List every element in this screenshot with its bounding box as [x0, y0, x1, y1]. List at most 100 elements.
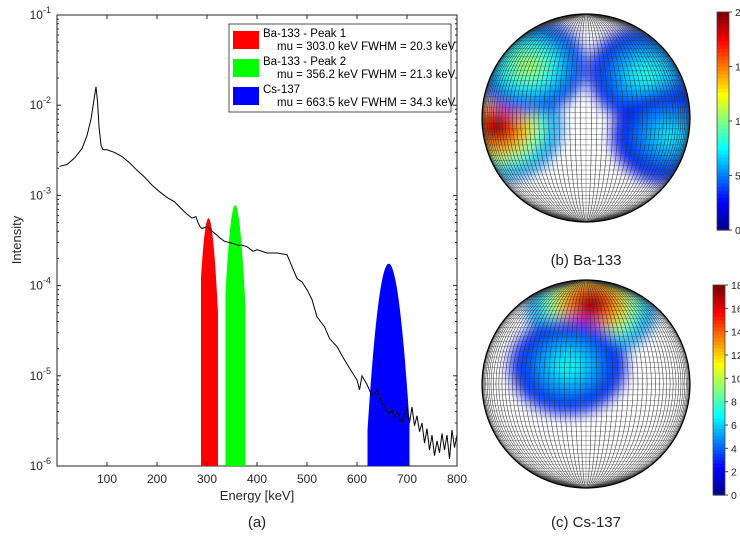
colorbar-step	[717, 168, 729, 173]
colorbar-step	[713, 299, 725, 304]
colorbar-step	[713, 418, 725, 423]
colorbar-tick-label: 5	[735, 171, 740, 183]
colorbar-tick-label: 12	[731, 350, 740, 362]
colorbar-step	[717, 77, 729, 82]
colorbar-step	[713, 456, 725, 461]
colorbar-tick-label: 15	[735, 62, 740, 74]
colorbar-step	[713, 474, 725, 479]
y-tick-label: 10-3	[30, 185, 51, 202]
y-tick-label: 10-6	[30, 456, 51, 473]
colorbar-step	[717, 142, 729, 148]
sphere-outline	[481, 13, 691, 223]
colorbar-tick-label: 4	[731, 443, 737, 455]
legend-label-1: Ba-133 - Peak 1	[263, 28, 346, 40]
colorbar-step	[713, 488, 725, 493]
colorbar-step	[713, 372, 725, 377]
colorbar-step	[713, 393, 725, 398]
colorbar-step	[717, 164, 729, 169]
colorbar-step	[717, 70, 729, 75]
colorbar-step	[717, 91, 729, 97]
spectrum-line	[59, 86, 458, 459]
colorbar-step	[717, 88, 729, 93]
colorbar-tick-label: 10	[735, 116, 740, 128]
colorbar-step	[717, 12, 729, 17]
ba133-colorbar: 0 5 10 15 20	[716, 7, 740, 237]
colorbar-step	[717, 33, 729, 39]
legend-swatch-3	[233, 87, 259, 105]
colorbar-step	[713, 463, 725, 468]
colorbar-step	[713, 358, 725, 363]
colorbar-step	[717, 200, 729, 206]
colorbar-step	[713, 341, 725, 346]
colorbar-step	[713, 376, 725, 381]
colorbar-step	[713, 400, 725, 405]
colorbar-step	[717, 197, 729, 202]
colorbar-step	[717, 190, 729, 195]
colorbar-step	[713, 288, 725, 293]
colorbar-step	[713, 379, 725, 384]
colorbar-step	[713, 320, 725, 325]
x-tick-label: 500	[297, 472, 317, 486]
colorbar-step	[717, 113, 729, 118]
colorbar-step	[713, 295, 725, 300]
colorbar-step	[717, 44, 729, 49]
colorbar-step	[713, 449, 725, 454]
legend-swatch-2	[233, 59, 259, 77]
colorbar-step	[717, 135, 729, 140]
colorbar-step	[717, 73, 729, 78]
colorbar-tick-label: 0	[731, 490, 737, 502]
colorbar-step	[717, 37, 729, 42]
y-axis-label: Intensity	[9, 215, 24, 264]
colorbar-step	[713, 446, 725, 451]
colorbar-step	[717, 139, 729, 144]
colorbar-step	[717, 121, 729, 126]
colorbar-step	[713, 285, 725, 290]
colorbar-step	[717, 55, 729, 60]
colorbar-step	[717, 175, 729, 180]
colorbar-step	[717, 219, 729, 224]
x-tick-label: 300	[197, 472, 217, 486]
colorbar-step	[717, 59, 729, 64]
x-tick-label: 700	[397, 472, 417, 486]
colorbar-tick-label: 8	[731, 397, 737, 409]
colorbar-step	[713, 369, 725, 374]
heat-blob	[558, 357, 578, 374]
colorbar-step	[717, 41, 729, 46]
cs137-colorbar: 0 2 4 6 8 10 12 14 16 18	[712, 280, 740, 502]
colorbar-step	[717, 171, 729, 177]
colorbar-step	[713, 362, 725, 367]
caption-b: (b) Ba-133	[551, 252, 622, 269]
colorbar-step	[717, 211, 729, 217]
colorbar-step	[717, 153, 729, 158]
colorbar-step	[713, 432, 725, 437]
colorbar-step	[713, 365, 725, 370]
colorbar-step	[717, 160, 729, 166]
colorbar-step	[717, 208, 729, 213]
x-tick-label: 800	[447, 472, 467, 486]
colorbar-step	[717, 19, 729, 24]
legend: Ba-133 - Peak 1mu = 303.0 keV FWHM = 20.…	[228, 23, 456, 113]
caption-a: (a)	[248, 514, 266, 531]
colorbar-step	[713, 355, 725, 360]
colorbar-step	[713, 453, 725, 458]
colorbar-step	[713, 348, 725, 353]
ba133-sphere-map	[481, 13, 691, 223]
caption-c: (c) Cs-137	[551, 514, 621, 531]
colorbar-step	[713, 302, 725, 307]
peak-fill-2	[225, 205, 246, 466]
colorbar-step	[717, 30, 729, 35]
colorbar-step	[717, 84, 729, 89]
colorbar-frame	[712, 284, 726, 496]
y-tick-label: 10-5	[30, 366, 51, 383]
colorbar-step	[717, 157, 729, 162]
colorbar-step	[717, 15, 729, 20]
sphere-outline	[481, 279, 691, 489]
x-tick-label: 200	[147, 472, 167, 486]
y-tick-label: 10-2	[30, 95, 51, 112]
colorbar-tick-label: 10	[731, 373, 740, 385]
cs137-sphere-map	[481, 279, 691, 489]
colorbar-step	[713, 407, 725, 412]
colorbar-step	[717, 131, 729, 137]
legend-detail-1: mu = 303.0 keV FWHM = 20.3 keV	[277, 41, 456, 53]
